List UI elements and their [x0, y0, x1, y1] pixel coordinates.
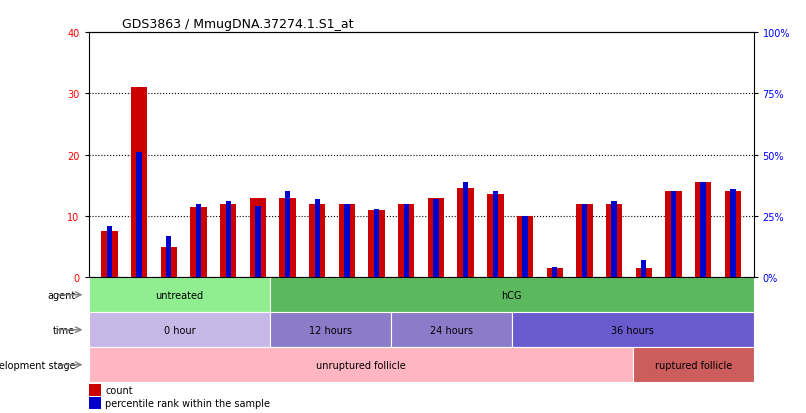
Bar [695, 183, 712, 278]
Bar [106, 226, 112, 278]
Bar [398, 204, 414, 278]
Text: 12 hours: 12 hours [309, 325, 352, 335]
Bar [492, 192, 498, 278]
Bar [309, 204, 326, 278]
Bar [665, 192, 682, 278]
Bar [636, 268, 652, 278]
Text: agent: agent [47, 290, 75, 300]
Bar [89, 347, 633, 382]
Bar [404, 204, 409, 278]
Text: development stage: development stage [0, 360, 75, 370]
Bar [725, 192, 741, 278]
Bar [339, 204, 355, 278]
Bar [136, 153, 142, 278]
Bar [374, 209, 380, 278]
Text: time: time [53, 325, 75, 335]
Bar [285, 192, 290, 278]
Bar [250, 198, 266, 278]
Bar [606, 204, 622, 278]
Bar [576, 204, 592, 278]
Bar [102, 232, 118, 278]
Bar [344, 204, 350, 278]
Bar [89, 313, 270, 347]
Bar [671, 192, 676, 278]
Bar [270, 313, 391, 347]
Bar [546, 268, 563, 278]
Bar [700, 182, 706, 278]
Bar [314, 199, 320, 278]
Bar [89, 384, 101, 396]
Bar [612, 202, 617, 278]
Bar [487, 195, 504, 278]
Bar [641, 261, 646, 278]
Bar [270, 278, 754, 313]
Bar [196, 204, 202, 278]
Text: ruptured follicle: ruptured follicle [654, 360, 732, 370]
Bar [428, 198, 444, 278]
Bar [190, 207, 206, 278]
Text: 24 hours: 24 hours [430, 325, 473, 335]
Bar [522, 216, 528, 278]
Bar [280, 198, 296, 278]
Bar [512, 313, 754, 347]
Bar [517, 216, 534, 278]
Text: count: count [106, 385, 133, 395]
Bar [552, 268, 558, 278]
Bar [226, 202, 231, 278]
Bar [463, 182, 468, 278]
Text: unruptured follicle: unruptured follicle [316, 360, 405, 370]
Bar [391, 313, 512, 347]
Text: untreated: untreated [156, 290, 203, 300]
Text: GDS3863 / MmugDNA.37274.1.S1_at: GDS3863 / MmugDNA.37274.1.S1_at [122, 17, 353, 31]
Text: 36 hours: 36 hours [611, 325, 654, 335]
Bar [166, 236, 172, 278]
Text: 0 hour: 0 hour [164, 325, 195, 335]
Bar [131, 88, 147, 278]
Bar [160, 247, 177, 278]
Bar [368, 210, 384, 278]
Text: hCG: hCG [501, 290, 522, 300]
Bar [582, 204, 587, 278]
Bar [633, 347, 754, 382]
Bar [458, 189, 474, 278]
Text: percentile rank within the sample: percentile rank within the sample [106, 398, 270, 408]
Bar [434, 199, 438, 278]
Bar [89, 397, 101, 409]
Bar [220, 204, 236, 278]
Bar [730, 190, 736, 278]
Bar [89, 278, 270, 313]
Bar [256, 206, 260, 278]
